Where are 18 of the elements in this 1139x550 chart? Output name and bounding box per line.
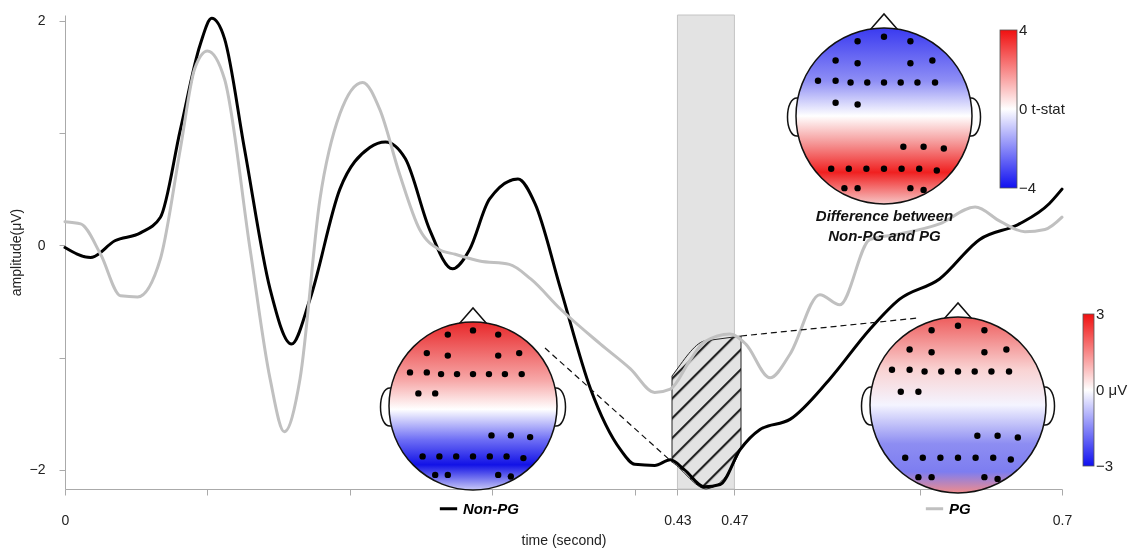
x-tick-label: 0 <box>61 511 70 528</box>
x-tick-label: 0.7 <box>1052 511 1073 528</box>
y-axis-title: amplitude(μV) <box>7 208 24 297</box>
y-tick-label: −2 <box>29 461 46 478</box>
annotation: 4 <box>1019 21 1028 38</box>
text: 0 μV <box>1096 381 1128 398</box>
text: −3 <box>1096 457 1114 474</box>
annotation: Difference between Non-PG and PG <box>814 206 955 246</box>
text: 3 <box>1096 305 1105 322</box>
annotation: 0 t-stat <box>1019 100 1065 117</box>
legend-label: PG <box>949 499 971 517</box>
x-tick-label: 0.43 <box>664 511 692 528</box>
x-axis-title: time (second) <box>521 531 607 548</box>
legend-label: Non-PG <box>463 499 520 517</box>
annotation: −4 <box>1019 179 1037 196</box>
y-tick-label: 2 <box>37 12 46 29</box>
x-tick-label: 0.47 <box>721 511 749 528</box>
y-tick-label: 0 <box>37 236 46 253</box>
